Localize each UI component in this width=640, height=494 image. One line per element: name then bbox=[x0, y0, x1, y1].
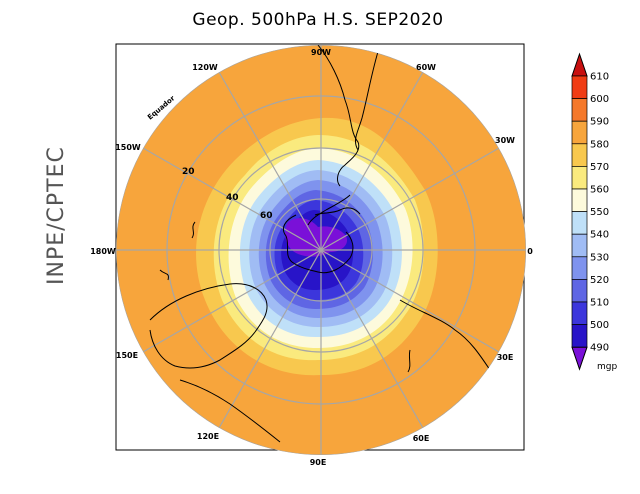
colorbar-segment bbox=[571, 188, 588, 212]
lon-label-90w: 90W bbox=[311, 48, 331, 57]
colorbar-tick-label: 570 bbox=[590, 162, 609, 173]
lon-label-120w: 120W bbox=[192, 63, 218, 72]
lat-label-40: 40 bbox=[226, 193, 239, 203]
colorbar-segment bbox=[571, 120, 588, 145]
latitude-labels: 20 40 60 bbox=[182, 167, 273, 221]
lon-label-30w: 30W bbox=[495, 136, 515, 145]
colorbar-tick-label: 540 bbox=[590, 230, 609, 241]
colorbar-segment bbox=[571, 211, 588, 235]
colorbar-segment bbox=[571, 279, 588, 303]
colorbar-tick-label: 520 bbox=[590, 275, 609, 286]
colorbar-unit-label: mgp bbox=[597, 362, 617, 372]
colorbar-arrow-top bbox=[571, 52, 588, 77]
colorbar-tick-label: 500 bbox=[590, 320, 609, 331]
colorbar-tick-label: 560 bbox=[590, 185, 609, 196]
colorbar-segment bbox=[571, 75, 588, 99]
lon-label-0: 0 bbox=[527, 247, 533, 256]
graticule bbox=[116, 45, 526, 455]
lat-label-60: 60 bbox=[260, 211, 273, 221]
lon-label-30e: 30E bbox=[497, 353, 514, 362]
lon-label-90e: 90E bbox=[310, 458, 327, 467]
lon-label-120e: 120E bbox=[197, 432, 219, 441]
colorbar-segment bbox=[571, 143, 588, 167]
colorbar-tick-label: 490 bbox=[590, 343, 609, 354]
colorbar-segment bbox=[571, 98, 588, 122]
colorbar-segment bbox=[571, 233, 588, 258]
colorbar-tick-label: 590 bbox=[590, 117, 609, 128]
lon-label-150e: 150E bbox=[116, 351, 138, 360]
longitude-labels: 90W 120W 60W 150W 30W 180W 0 150E 30E 12… bbox=[90, 48, 533, 467]
colorbar-segment bbox=[571, 324, 588, 348]
lon-label-180w: 180W bbox=[90, 247, 116, 256]
colorbar-tick-label: 550 bbox=[590, 207, 609, 218]
colorbar-arrow-bottom bbox=[571, 346, 588, 371]
colorbar-segment bbox=[571, 256, 588, 280]
coastlines bbox=[149, 45, 491, 443]
lon-label-60e: 60E bbox=[413, 434, 430, 443]
colorbar-segment bbox=[571, 301, 588, 325]
colorbar-tick-label: 530 bbox=[590, 252, 609, 263]
colorbar: 610 600 590 580 570 560 550 540 530 520 510 500 490 m… bbox=[571, 52, 617, 372]
colorbar-segment bbox=[571, 166, 588, 190]
map-title: Geop. 500hPa H.S. SEP2020 bbox=[192, 10, 444, 30]
lon-label-150w: 150W bbox=[115, 143, 141, 152]
colorbar-tick-label: 600 bbox=[590, 94, 609, 105]
lon-label-60w: 60W bbox=[416, 63, 436, 72]
colorbar-tick-label: 510 bbox=[590, 298, 609, 309]
lat-label-20: 20 bbox=[182, 167, 195, 177]
colorbar-tick-label: 610 bbox=[590, 72, 609, 83]
colorbar-tick-label: 580 bbox=[590, 139, 609, 150]
